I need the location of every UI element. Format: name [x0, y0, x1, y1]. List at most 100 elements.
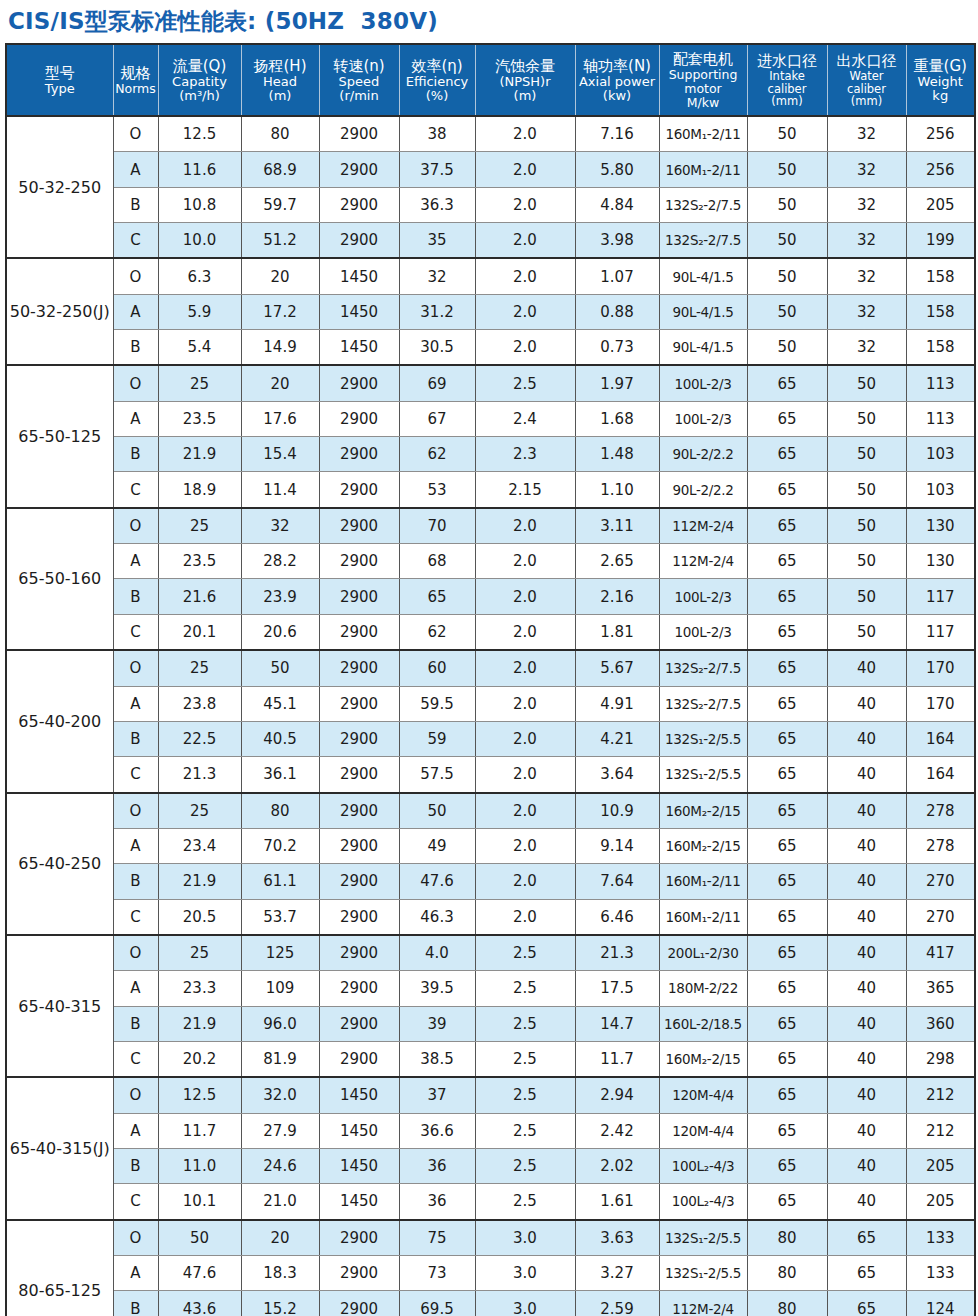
capacity-cell: 25: [158, 508, 241, 544]
motor-cell: 100L₂-4/3: [659, 1148, 747, 1183]
pump-model-cell: 65-40-315(J): [6, 1077, 113, 1219]
weight-cell: 256: [906, 116, 975, 152]
col-header-head-en: Head (m): [243, 75, 318, 104]
table-row: C20.281.9290038.52.511.7160M₂-2/15654029…: [6, 1041, 975, 1077]
norm-cell: A: [113, 971, 158, 1006]
weight-cell: 130: [906, 508, 975, 544]
efficiency-cell: 62: [399, 614, 475, 650]
water-caliber-cell: 32: [827, 294, 906, 329]
table-row: A23.470.22900492.09.14160M₂-2/156540278: [6, 828, 975, 863]
axial-power-cell: 4.21: [575, 721, 659, 756]
capacity-cell: 10.8: [158, 187, 241, 222]
npsh-cell: 2.3: [475, 437, 575, 472]
table-row: A11.727.9145036.62.52.42120M-4/46540212: [6, 1113, 975, 1148]
water-caliber-cell: 40: [827, 793, 906, 829]
speed-cell: 2900: [319, 828, 399, 863]
speed-cell: 1450: [319, 1184, 399, 1220]
water-caliber-cell: 40: [827, 864, 906, 899]
norm-cell: B: [113, 437, 158, 472]
motor-cell: 100L₂-4/3: [659, 1184, 747, 1220]
speed-cell: 2900: [319, 1041, 399, 1077]
table-row: C20.120.62900622.01.81100L-2/36550117: [6, 614, 975, 650]
npsh-cell: 2.0: [475, 116, 575, 152]
speed-cell: 2900: [319, 401, 399, 436]
pump-model-cell: 50-32-250(J): [6, 258, 113, 365]
speed-cell: 2900: [319, 650, 399, 686]
capacity-cell: 11.0: [158, 1148, 241, 1183]
efficiency-cell: 32: [399, 258, 475, 294]
weight-cell: 212: [906, 1113, 975, 1148]
water-caliber-cell: 65: [827, 1291, 906, 1316]
axial-power-cell: 2.16: [575, 579, 659, 614]
water-caliber-cell: 40: [827, 757, 906, 793]
axial-power-cell: 1.97: [575, 365, 659, 401]
capacity-cell: 23.3: [158, 971, 241, 1006]
head-cell: 70.2: [241, 828, 319, 863]
npsh-cell: 2.5: [475, 1006, 575, 1041]
table-row: C21.336.1290057.52.03.64132S₁-2/5.565401…: [6, 757, 975, 793]
table-row: B21.996.02900392.514.7160L-2/18.56540360: [6, 1006, 975, 1041]
col-header-weight-en: Weight kg: [908, 75, 974, 104]
efficiency-cell: 37.5: [399, 152, 475, 187]
capacity-cell: 6.3: [158, 258, 241, 294]
capacity-cell: 23.5: [158, 544, 241, 579]
motor-cell: 112M-2/4: [659, 1291, 747, 1316]
head-cell: 81.9: [241, 1041, 319, 1077]
npsh-cell: 2.0: [475, 650, 575, 686]
efficiency-cell: 39.5: [399, 971, 475, 1006]
efficiency-cell: 59: [399, 721, 475, 756]
weight-cell: 278: [906, 793, 975, 829]
norm-cell: C: [113, 614, 158, 650]
head-cell: 17.2: [241, 294, 319, 329]
speed-cell: 2900: [319, 899, 399, 935]
weight-cell: 205: [906, 1184, 975, 1220]
norm-cell: O: [113, 508, 158, 544]
npsh-cell: 2.0: [475, 828, 575, 863]
water-caliber-cell: 32: [827, 258, 906, 294]
motor-cell: 132S₂-2/7.5: [659, 187, 747, 222]
head-cell: 68.9: [241, 152, 319, 187]
npsh-cell: 2.0: [475, 152, 575, 187]
norm-cell: A: [113, 294, 158, 329]
table-row: B11.024.61450362.52.02100L₂-4/36540205: [6, 1148, 975, 1183]
intake-caliber-cell: 65: [747, 864, 827, 899]
motor-cell: 132S₂-2/7.5: [659, 223, 747, 259]
intake-caliber-cell: 50: [747, 223, 827, 259]
col-header-capacity-en: Capatity (m³/h): [160, 75, 240, 104]
efficiency-cell: 62: [399, 437, 475, 472]
weight-cell: 133: [906, 1220, 975, 1256]
capacity-cell: 22.5: [158, 721, 241, 756]
axial-power-cell: 14.7: [575, 1006, 659, 1041]
axial-power-cell: 0.88: [575, 294, 659, 329]
norm-cell: C: [113, 472, 158, 508]
water-caliber-cell: 65: [827, 1220, 906, 1256]
speed-cell: 2900: [319, 757, 399, 793]
axial-power-cell: 11.7: [575, 1041, 659, 1077]
npsh-cell: 2.0: [475, 187, 575, 222]
head-cell: 23.9: [241, 579, 319, 614]
npsh-cell: 3.0: [475, 1220, 575, 1256]
water-caliber-cell: 40: [827, 899, 906, 935]
water-caliber-cell: 40: [827, 1113, 906, 1148]
table-row: B5.414.9145030.52.00.7390L-4/1.55032158: [6, 330, 975, 366]
head-cell: 27.9: [241, 1113, 319, 1148]
intake-caliber-cell: 65: [747, 721, 827, 756]
speed-cell: 1450: [319, 1148, 399, 1183]
intake-caliber-cell: 65: [747, 1041, 827, 1077]
efficiency-cell: 35: [399, 223, 475, 259]
head-cell: 80: [241, 793, 319, 829]
axial-power-cell: 5.67: [575, 650, 659, 686]
weight-cell: 130: [906, 544, 975, 579]
axial-power-cell: 1.68: [575, 401, 659, 436]
axial-power-cell: 2.42: [575, 1113, 659, 1148]
capacity-cell: 21.3: [158, 757, 241, 793]
efficiency-cell: 50: [399, 793, 475, 829]
norm-cell: C: [113, 1184, 158, 1220]
weight-cell: 205: [906, 1148, 975, 1183]
speed-cell: 2900: [319, 686, 399, 721]
water-caliber-cell: 50: [827, 472, 906, 508]
intake-caliber-cell: 50: [747, 294, 827, 329]
speed-cell: 2900: [319, 437, 399, 472]
head-cell: 20.6: [241, 614, 319, 650]
water-caliber-cell: 40: [827, 650, 906, 686]
